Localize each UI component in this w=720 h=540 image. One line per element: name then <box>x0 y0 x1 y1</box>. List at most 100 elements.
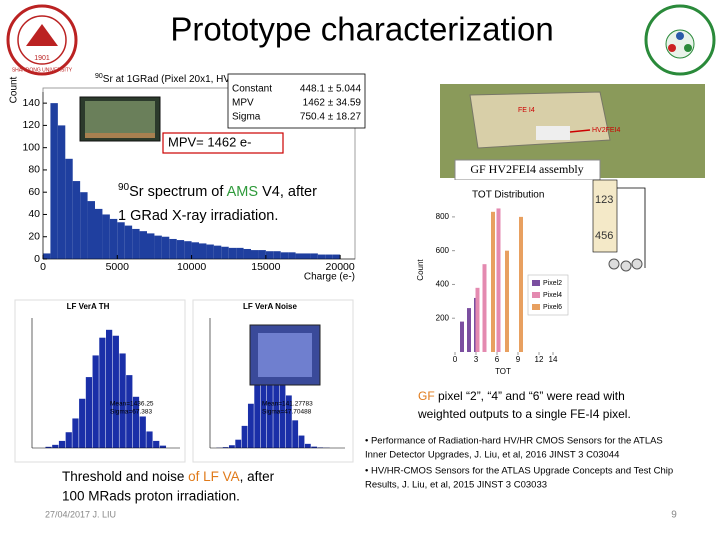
chip-inset <box>249 324 321 386</box>
y-tick-label: 120 <box>22 119 40 131</box>
bar <box>65 432 72 448</box>
stat-value: 1462 ± 34.59 <box>303 98 362 109</box>
bar <box>304 443 311 448</box>
stat: Mean=141.27783 <box>262 401 313 408</box>
bar <box>236 247 244 259</box>
stat-name: Constant <box>232 84 272 95</box>
stat: Mean=1436.25 <box>110 401 154 408</box>
bar <box>496 208 501 352</box>
bar <box>126 375 133 448</box>
y-axis-label: Count <box>416 259 425 281</box>
reference-line: Results, J. Liu, et al, 2015 JINST 3 C03… <box>365 480 547 491</box>
bar <box>119 353 126 448</box>
y-tick-label: 100 <box>22 141 40 153</box>
bar <box>159 445 167 448</box>
bar <box>85 377 93 448</box>
caption-line: 90Sr spectrum of AMS V4, after <box>118 182 317 200</box>
bar <box>295 253 303 259</box>
bar <box>222 447 229 448</box>
y-axis-label: Count <box>9 76 20 103</box>
caption-part: of LF VA <box>188 469 240 484</box>
x-tick-label: 5000 <box>106 261 130 273</box>
hv-label: HV2FEI4 <box>592 127 621 134</box>
annotation: MPV= 1462 e- <box>168 134 251 149</box>
caption-line: Threshold and noise of LF VA, after <box>62 469 275 484</box>
stat-name: Sigma <box>232 112 261 123</box>
x-tick-label: 15000 <box>251 261 280 273</box>
superscript: 90 <box>118 182 130 193</box>
bar <box>191 242 199 259</box>
x-tick-label: 10000 <box>177 261 206 273</box>
bar <box>199 243 207 259</box>
x-tick-label: 3 <box>474 355 479 364</box>
caption-part: , after <box>240 469 275 484</box>
stat-name: MPV <box>232 98 254 109</box>
bar <box>288 252 296 259</box>
bar <box>228 445 235 448</box>
bar <box>45 446 52 448</box>
caption-line: weighted outputs to a single FE-I4 pixel… <box>417 407 631 421</box>
bar <box>184 241 192 259</box>
legend-box <box>527 274 569 316</box>
caption-part: V4, after <box>258 184 317 200</box>
bar <box>92 355 99 448</box>
annotation-box <box>162 132 284 154</box>
bar <box>139 416 146 448</box>
pixel-row: 123 <box>595 194 613 206</box>
bar <box>169 238 177 259</box>
bar <box>273 251 281 259</box>
bar <box>332 254 341 259</box>
left-logo: 1901 SHANDONG UNIVERSITY <box>6 4 78 76</box>
y-tick-label: 800 <box>436 212 450 221</box>
page-number: 9 <box>671 510 677 521</box>
reference-line: Inner Detector Upgrades, J. Liu, et al, … <box>365 450 619 461</box>
bar <box>213 245 222 259</box>
caption-part: GF <box>418 389 435 403</box>
chip-photo <box>79 96 161 142</box>
bar <box>79 398 86 448</box>
bar <box>124 225 133 259</box>
bar <box>505 250 509 352</box>
x-tick-label: 12 <box>535 355 544 364</box>
bar <box>206 244 214 259</box>
bar <box>106 329 113 448</box>
chip-label: FE I4 <box>518 107 535 114</box>
legend-swatch <box>532 292 540 298</box>
bar <box>50 103 58 259</box>
bar <box>317 254 326 259</box>
y-tick-label: 60 <box>28 186 40 198</box>
bar <box>146 431 153 448</box>
bar <box>467 308 471 352</box>
stats: Constant 448.1 ± 5.044 MPV 1462 ± 34.59 Sigm… <box>232 84 361 123</box>
caption-part: pixel “2”, “4” and “6” were read with <box>435 389 625 403</box>
bar <box>303 253 311 259</box>
bar <box>117 222 125 259</box>
x-tick-label: 0 <box>40 261 46 273</box>
right-logo <box>644 4 716 76</box>
caption-part: Threshold and noise <box>62 469 188 484</box>
bar <box>310 253 318 259</box>
y-tick-label: 0 <box>34 253 40 265</box>
bar <box>241 425 248 448</box>
caption-part: Sr spectrum of <box>129 184 227 200</box>
bar <box>57 125 66 260</box>
bar <box>102 214 110 259</box>
slide-title: Prototype characterization <box>170 11 553 48</box>
bar <box>460 321 464 352</box>
bar <box>65 158 73 259</box>
spectrum-title: 90Sr at 1GRad (Pixel 20x1, HV=-60V) <box>95 73 260 85</box>
bar <box>266 329 273 448</box>
legend-label: Pixel2 <box>543 280 562 287</box>
bar <box>139 231 147 259</box>
y-tick-label: 400 <box>436 280 450 289</box>
bar <box>58 440 66 448</box>
bar <box>161 236 170 259</box>
title-text: Sr at 1GRad (Pixel 20x1, HV=-60V) <box>103 74 261 85</box>
noise-title: LF VerA Noise <box>243 302 297 311</box>
reference-line: • HV/HR-CMOS Sensors for the ATLAS Upgra… <box>365 466 673 477</box>
stat: Sigma=47.70488 <box>262 409 312 416</box>
bar <box>221 246 229 259</box>
